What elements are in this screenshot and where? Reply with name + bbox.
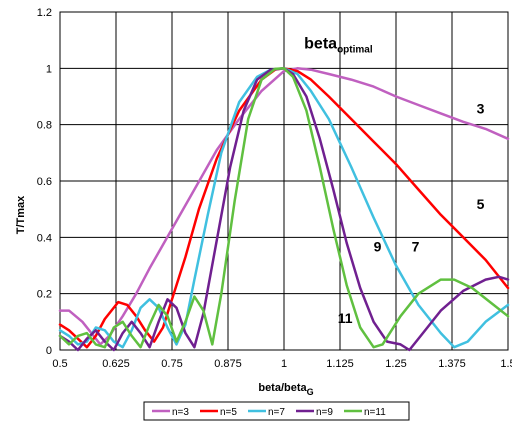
x-axis-label: beta/betaG xyxy=(258,382,313,397)
legend-entry: n=5 xyxy=(220,407,237,418)
x-tick-label: 1.375 xyxy=(438,358,466,370)
x-tick-label: 1.5 xyxy=(500,358,512,370)
y-tick-label: 1 xyxy=(46,63,52,75)
tick-labels: 0.50.6250.750.87511.1251.251.3751.500.20… xyxy=(37,7,512,370)
y-axis-label: T/Tmax xyxy=(15,195,27,234)
legend-entry: n=7 xyxy=(268,407,285,418)
annotation-label: 3 xyxy=(477,100,485,116)
annotations: betaoptimal 3 5 7 9 11 xyxy=(304,36,484,327)
y-tick-label: 0 xyxy=(46,345,52,357)
y-tick-label: 0.4 xyxy=(37,232,52,244)
x-tick-label: 0.5 xyxy=(52,358,67,370)
y-tick-label: 0.2 xyxy=(37,289,52,301)
legend-entry: n=3 xyxy=(172,407,189,418)
x-axis-label-sub: G xyxy=(307,387,314,397)
legend-entry: n=11 xyxy=(364,407,386,418)
series-line-n=3 xyxy=(58,67,510,346)
annotation-label: 7 xyxy=(412,238,420,254)
y-tick-label: 1.2 xyxy=(37,7,52,19)
legend: n=3 n=5 n=7 n=9 n=11 xyxy=(143,401,410,421)
grid-lines xyxy=(59,11,509,351)
annotation-label: 5 xyxy=(477,196,485,212)
y-tick-label: 0.6 xyxy=(37,176,52,188)
series-layer xyxy=(58,67,510,352)
annotation-label: 9 xyxy=(374,238,382,254)
x-tick-label: 0.625 xyxy=(102,358,130,370)
x-tick-label: 0.875 xyxy=(214,358,242,370)
x-tick-label: 1.25 xyxy=(385,358,406,370)
x-tick-label: 1.125 xyxy=(326,358,354,370)
legend-entry: n=9 xyxy=(316,407,333,418)
y-tick-label: 0.8 xyxy=(37,120,52,132)
annotation-label: betaoptimal xyxy=(304,36,373,56)
series-line-n=9 xyxy=(58,67,510,352)
series-line-n=11 xyxy=(58,67,510,349)
x-tick-label: 0.75 xyxy=(161,358,182,370)
series-line-n=5 xyxy=(58,67,510,349)
x-axis-label-main: beta/beta xyxy=(258,382,307,394)
x-tick-label: 1 xyxy=(281,358,287,370)
plot-frame xyxy=(59,11,509,351)
annotation-label: 11 xyxy=(338,310,353,326)
legend-box xyxy=(143,401,410,421)
